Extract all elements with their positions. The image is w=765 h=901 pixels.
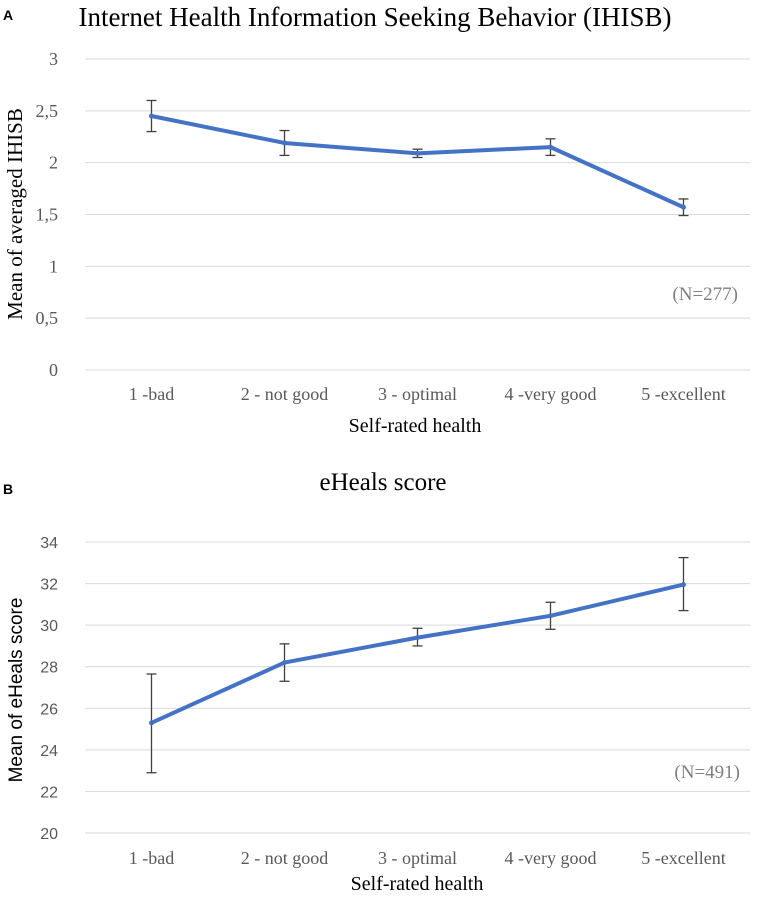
y-tick-label-b-4: 28	[40, 660, 58, 677]
panel-letter-a: A	[3, 7, 13, 23]
data-point-b-4	[681, 582, 686, 588]
chart-title-b: eHeals score	[319, 469, 446, 496]
x-tick-label-a-1: 2 - not good	[241, 384, 329, 404]
x-axis-label-b: Self-rated health	[351, 873, 484, 895]
y-tick-label-b-3: 26	[40, 701, 58, 718]
y-tick-label-a-6: 3	[49, 49, 58, 69]
data-point-b-0	[149, 720, 154, 726]
data-point-a-1	[282, 140, 287, 146]
x-tick-label-b-4: 5 -excellent	[641, 848, 725, 868]
sample-size-annotation-a: (N=277)	[672, 284, 738, 305]
y-tick-label-b-5: 30	[40, 618, 58, 635]
y-tick-label-b-0: 20	[40, 826, 58, 843]
y-tick-label-a-0: 0	[49, 360, 58, 380]
y-tick-label-a-3: 1,5	[36, 205, 59, 225]
panel-b: B eHeals score Mean of eHeals score Self…	[3, 469, 750, 895]
x-axis-label-a: Self-rated health	[349, 415, 482, 437]
data-point-b-3	[548, 613, 553, 619]
y-axis-label-b: Mean of eHeals score	[6, 598, 27, 783]
panel-letter-b: B	[3, 481, 13, 497]
data-point-a-4	[681, 204, 686, 210]
plot-area-a: 0 0,5 1 1,5 2 2,5 3 1 -bad 2 - not good 3 - optim…	[36, 49, 750, 404]
data-point-b-2	[415, 635, 420, 641]
y-tick-label-b-6: 32	[40, 577, 58, 594]
y-tick-label-a-5: 2,5	[36, 101, 59, 121]
x-tick-label-b-2: 3 - optimal	[378, 848, 457, 868]
y-tick-label-b-7: 34	[40, 535, 58, 552]
y-tick-label-a-4: 2	[49, 153, 58, 173]
data-point-a-3	[548, 144, 553, 150]
x-tick-label-b-0: 1 -bad	[129, 848, 174, 868]
data-point-a-2	[415, 150, 420, 156]
sample-size-annotation-b: (N=491)	[674, 762, 740, 783]
y-axis-label-a: Mean of averaged IHISB	[3, 108, 27, 320]
series-line-a	[149, 114, 686, 210]
x-tick-label-b-3: 4 -very good	[505, 848, 597, 868]
series-line-b	[149, 582, 686, 725]
x-tick-label-a-3: 4 -very good	[505, 384, 597, 404]
x-tick-label-a-2: 3 - optimal	[378, 384, 457, 404]
x-tick-label-a-0: 1 -bad	[129, 384, 174, 404]
x-tick-label-b-1: 2 - not good	[241, 848, 329, 868]
x-tick-label-a-4: 5 -excellent	[641, 384, 725, 404]
chart-title-a: Internet Health Information Seeking Beha…	[78, 2, 671, 32]
y-tick-label-b-2: 24	[40, 743, 58, 760]
plot-area-b: 20 22 24 26 28 30 32 34 1 -bad 2 - not good 3 - op…	[40, 535, 750, 868]
data-point-b-1	[282, 660, 287, 666]
y-tick-label-a-1: 0,5	[36, 308, 59, 328]
y-tick-label-b-1: 22	[40, 784, 58, 801]
panel-a: A Internet Health Information Seeking Be…	[3, 2, 750, 437]
y-tick-label-a-2: 1	[49, 256, 58, 276]
data-point-a-0	[149, 113, 154, 119]
